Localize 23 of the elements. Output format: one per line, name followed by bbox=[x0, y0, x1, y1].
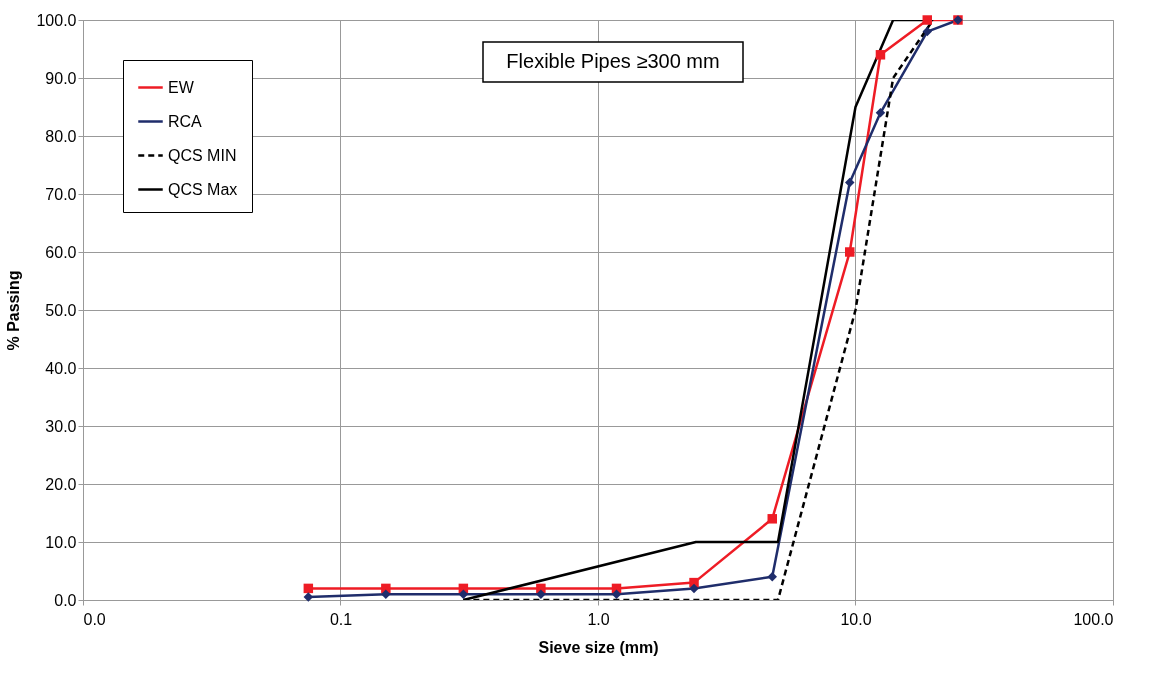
legend-label: RCA bbox=[168, 112, 203, 130]
y-tick-label: 30.0 bbox=[45, 417, 77, 435]
y-tick-label: 50.0 bbox=[45, 301, 77, 319]
legend-label: QCS Max bbox=[168, 180, 238, 198]
y-tick-label: 0.0 bbox=[54, 591, 77, 609]
y-tick-label: 10.0 bbox=[45, 533, 77, 551]
x-tick-label: 100.0 bbox=[1073, 610, 1114, 628]
x-tick-label: 1.0 bbox=[587, 610, 610, 628]
x-tick-label: 0.1 bbox=[329, 610, 353, 628]
annotation: Flexible Pipes ≥300 mm bbox=[506, 50, 720, 72]
y-axis-title: % Passing bbox=[5, 270, 23, 351]
x-tick-label: 0.0 bbox=[83, 610, 106, 628]
legend-label: EW bbox=[168, 78, 195, 96]
y-tick-label: 90.0 bbox=[45, 69, 77, 87]
y-tick-label: 60.0 bbox=[45, 243, 77, 261]
x-axis-title: Sieve size (mm) bbox=[538, 638, 659, 656]
y-tick-label: 70.0 bbox=[45, 185, 77, 203]
y-tick-label: 80.0 bbox=[45, 127, 77, 145]
y-tick-label: 100.0 bbox=[36, 11, 77, 29]
legend-label: QCS MIN bbox=[168, 146, 237, 164]
x-tick-label: 10.0 bbox=[840, 610, 872, 628]
y-tick-label: 40.0 bbox=[45, 359, 77, 377]
y-tick-label: 20.0 bbox=[45, 475, 77, 493]
